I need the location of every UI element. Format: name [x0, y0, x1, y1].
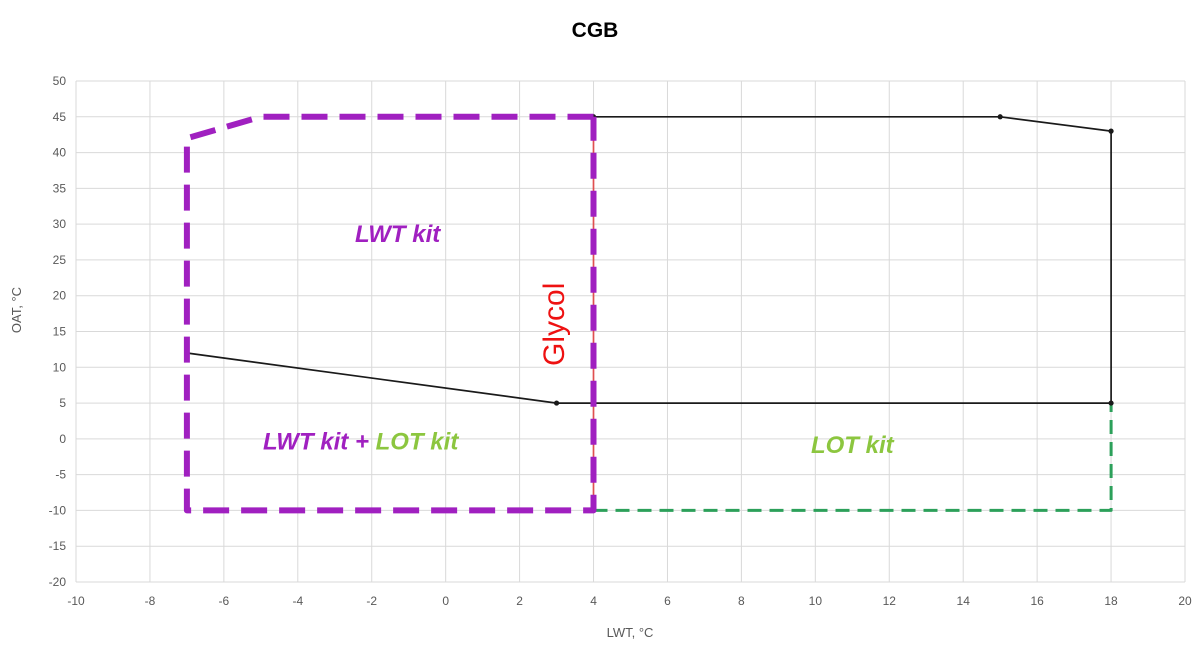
standard-line	[186, 115, 1112, 404]
y-tick-label: 20	[53, 289, 67, 303]
standard-point	[997, 114, 1003, 120]
standard-point	[1108, 128, 1114, 134]
x-tick-label: -10	[67, 594, 85, 608]
x-tick-label: 6	[664, 594, 671, 608]
lwt-lot-label: LWT kit + LOT kit	[263, 429, 459, 456]
y-tick-label: 10	[53, 360, 67, 374]
y-tick-label: -20	[49, 575, 67, 589]
y-tick-label: 40	[53, 146, 67, 160]
grid	[75, 80, 1186, 583]
glycol-label: Glycol	[538, 283, 571, 366]
y-tick-label: 30	[53, 217, 67, 231]
tick-labels: -10 -8 -6 -4 -2 0 2 4 6 8 10 12 14 16 18 20-20-15-10-50…	[49, 74, 1192, 608]
y-tick-label: 15	[53, 325, 67, 339]
lwt-lot-label-part: +	[348, 429, 375, 456]
lwt-kit-line	[183, 113, 597, 514]
x-tick-label: 18	[1104, 594, 1118, 608]
y-tick-label: 25	[53, 253, 67, 267]
y-tick-label: 50	[53, 74, 67, 88]
lwt-lot-label-part: LOT kit	[376, 429, 460, 456]
x-tick-label: 12	[883, 594, 897, 608]
x-tick-label: 14	[957, 594, 971, 608]
y-tick-label: 5	[59, 396, 66, 410]
x-tick-label: 4	[590, 594, 597, 608]
y-tick-label: -10	[49, 503, 67, 517]
lot-kit-line	[593, 403, 1113, 512]
standard-point	[1108, 400, 1114, 406]
series	[183, 113, 1114, 514]
x-tick-label: -2	[366, 594, 377, 608]
x-tick-label: 2	[516, 594, 523, 608]
y-axis-title: OAT, °C	[9, 287, 24, 333]
x-axis-title: LWT, °C	[607, 625, 654, 640]
chart-title: CGB	[572, 19, 619, 42]
x-tick-label: -6	[219, 594, 230, 608]
x-tick-label: -4	[292, 594, 303, 608]
lwt-lot-label-part: LWT kit	[263, 429, 349, 456]
lot-kit-label: LOT kit	[811, 432, 895, 459]
x-tick-label: 8	[738, 594, 745, 608]
standard-point	[553, 400, 560, 406]
y-tick-label: -15	[49, 539, 67, 553]
x-tick-label: -8	[145, 594, 156, 608]
x-tick-label: 10	[809, 594, 823, 608]
y-tick-label: -5	[55, 468, 66, 482]
x-tick-label: 20	[1178, 594, 1192, 608]
y-tick-label: 45	[53, 110, 67, 124]
y-tick-label: 35	[53, 181, 67, 195]
y-tick-label: 0	[59, 432, 66, 446]
x-tick-label: 16	[1030, 594, 1044, 608]
x-tick-label: 0	[442, 594, 449, 608]
lwt-kit-label: LWT kit	[355, 221, 441, 248]
